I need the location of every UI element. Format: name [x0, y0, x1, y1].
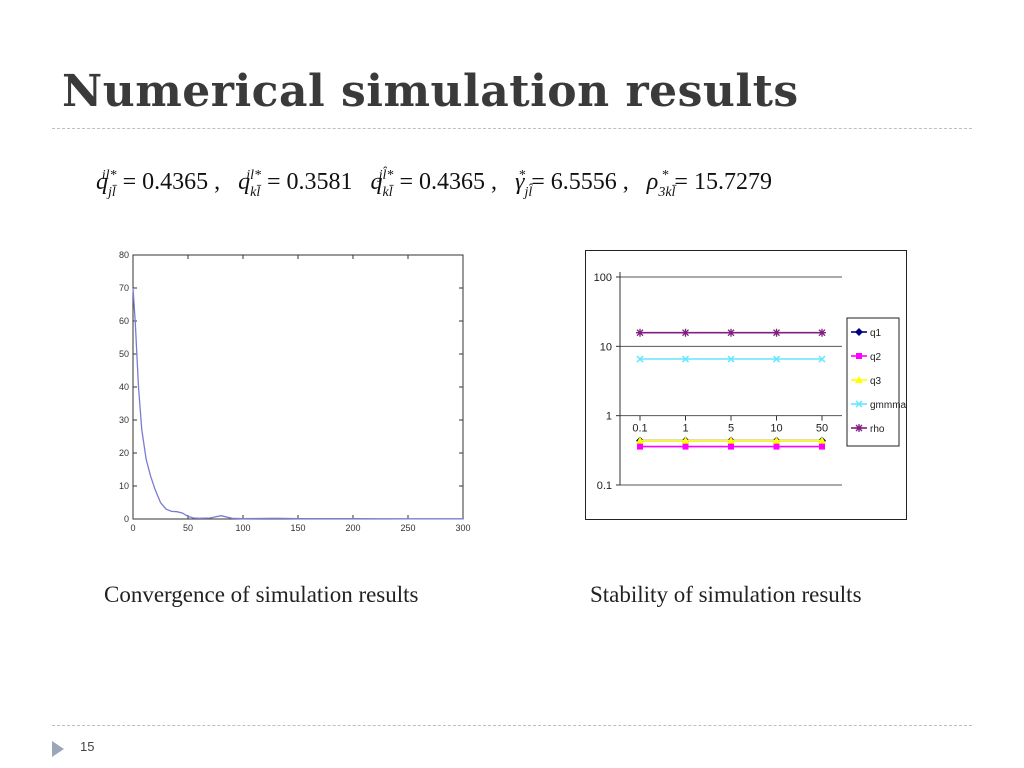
- convergence-line: [132, 287, 463, 520]
- data-point-rho: [727, 328, 735, 337]
- stability-y-tick-label: 0.1: [597, 480, 612, 492]
- formula-superscript: *: [661, 168, 669, 183]
- formula-subscript: kl̄: [382, 185, 393, 200]
- formula-subscript: jl̄: [108, 185, 116, 200]
- stability-x-tick-label: 1: [682, 423, 688, 435]
- formula-symbol: q: [238, 169, 251, 195]
- data-point-q3: [681, 436, 690, 444]
- formula-term: qkl̄ jl̂* = 0.4365 ,: [371, 168, 497, 201]
- legend-marker: [855, 424, 863, 432]
- data-point-rho: [636, 328, 644, 337]
- formula-subscript: jl̂: [524, 185, 533, 200]
- stability-x-tick-label: 50: [816, 423, 828, 435]
- data-point-gmmma: [636, 355, 644, 363]
- y-tick-label: 20: [119, 448, 129, 458]
- data-point-rho: [818, 328, 826, 337]
- data-point-q2: [637, 443, 643, 450]
- data-point-q2: [773, 443, 780, 450]
- legend-marker: [856, 353, 862, 359]
- formula-symbol: γ: [514, 169, 525, 195]
- formula-value: = 6.5556: [525, 169, 623, 195]
- y-tick-label: 80: [119, 250, 129, 260]
- x-tick-label: 50: [183, 523, 193, 533]
- y-tick-label: 0: [124, 514, 129, 524]
- y-tick-label: 70: [119, 283, 129, 293]
- data-point-q2: [728, 443, 734, 450]
- x-tick-label: 250: [400, 523, 415, 533]
- stability-chart: 0.1 1 10 100 0.1 1 5 10 50 q1 q2 q3 gmmma rho: [585, 250, 907, 520]
- formula-superscript: il*: [101, 168, 117, 183]
- x-tick-label: 0: [130, 523, 135, 533]
- legend-marker: [855, 400, 863, 408]
- legend-label: q1: [870, 328, 882, 339]
- formula-symbol: q: [96, 169, 108, 195]
- y-tick-label: 30: [119, 415, 129, 425]
- formula-term: qkl̄ il* = 0.3581: [238, 168, 352, 201]
- formula-term: qjl̄ il* = 0.4365 ,: [96, 168, 220, 201]
- formula-term: γjl̂ * = 6.5556 ,: [515, 168, 629, 201]
- formula-subscript: kl̄: [250, 185, 261, 200]
- data-point-gmmma: [727, 355, 735, 363]
- footer-divider: [52, 725, 972, 726]
- formula-term: ρ3kl̄ * = 15.7279: [647, 168, 772, 201]
- data-point-q2: [682, 443, 689, 450]
- data-point-gmmma: [681, 355, 690, 363]
- legend-label: q3: [870, 376, 882, 387]
- formula-value: = 0.3581: [261, 169, 353, 195]
- stability-y-tick-label: 1: [606, 411, 612, 423]
- data-point-q3: [772, 436, 781, 444]
- legend-label: gmmma: [870, 400, 907, 411]
- formula-value: = 0.4365: [116, 169, 215, 195]
- page-number: 15: [80, 739, 95, 754]
- stability-y-tick-label: 100: [594, 272, 612, 284]
- legend-marker: [855, 328, 863, 336]
- convergence-caption: Convergence of simulation results: [104, 582, 419, 607]
- stability-y-tick-label: 10: [600, 341, 612, 353]
- formula-superscript: *: [518, 168, 526, 183]
- data-point-rho: [772, 328, 781, 337]
- formula-separator: ,: [214, 169, 221, 195]
- data-point-q3: [636, 436, 644, 444]
- stability-x-tick-label: 10: [770, 423, 782, 435]
- x-tick-label: 200: [345, 523, 360, 533]
- x-tick-label: 150: [290, 523, 305, 533]
- legend-label: rho: [870, 424, 885, 435]
- data-point-rho: [681, 328, 690, 337]
- convergence-plot-frame: [132, 254, 464, 520]
- data-point-q3: [727, 436, 735, 444]
- data-point-q2: [819, 443, 825, 450]
- x-tick-label: 100: [235, 523, 250, 533]
- convergence-chart: 0 10 20 30 40 50 60 70 80 0 50 100 150 200 250 300: [119, 250, 471, 533]
- title-divider: [52, 128, 972, 129]
- formula-superscript: jl̂*: [378, 168, 394, 183]
- data-point-gmmma: [818, 355, 826, 363]
- formula-value: = 0.4365: [393, 169, 491, 195]
- data-point-gmmma: [772, 355, 781, 363]
- slide-title: Numerical simulation results: [62, 66, 799, 117]
- stability-x-tick-label: 0.1: [632, 423, 647, 435]
- formula-separator: ,: [622, 169, 629, 195]
- y-tick-label: 60: [119, 316, 129, 326]
- formula-subscript: 3kl̄: [658, 185, 676, 200]
- formula-value: = 15.7279: [668, 169, 772, 195]
- x-tick-label: 300: [455, 523, 470, 533]
- y-tick-label: 40: [119, 382, 129, 392]
- legend-label: q2: [870, 352, 882, 363]
- data-point-q3: [818, 436, 826, 444]
- formula-separator: ,: [490, 169, 497, 195]
- formula-symbol: ρ: [646, 169, 659, 195]
- formula-symbol: q: [370, 169, 383, 195]
- y-tick-label: 10: [119, 481, 129, 491]
- formula-superscript: il*: [246, 168, 261, 183]
- triangle-bullet-icon: [52, 741, 64, 757]
- stability-caption: Stability of simulation results: [590, 582, 862, 607]
- stability-x-tick-label: 5: [728, 423, 734, 435]
- y-tick-label: 50: [119, 349, 129, 359]
- legend-marker: [855, 376, 863, 383]
- equilibrium-formula: qjl̄il* = 0.4365 , qkl̄il* = 0.3581 qkl̄j…: [96, 168, 790, 201]
